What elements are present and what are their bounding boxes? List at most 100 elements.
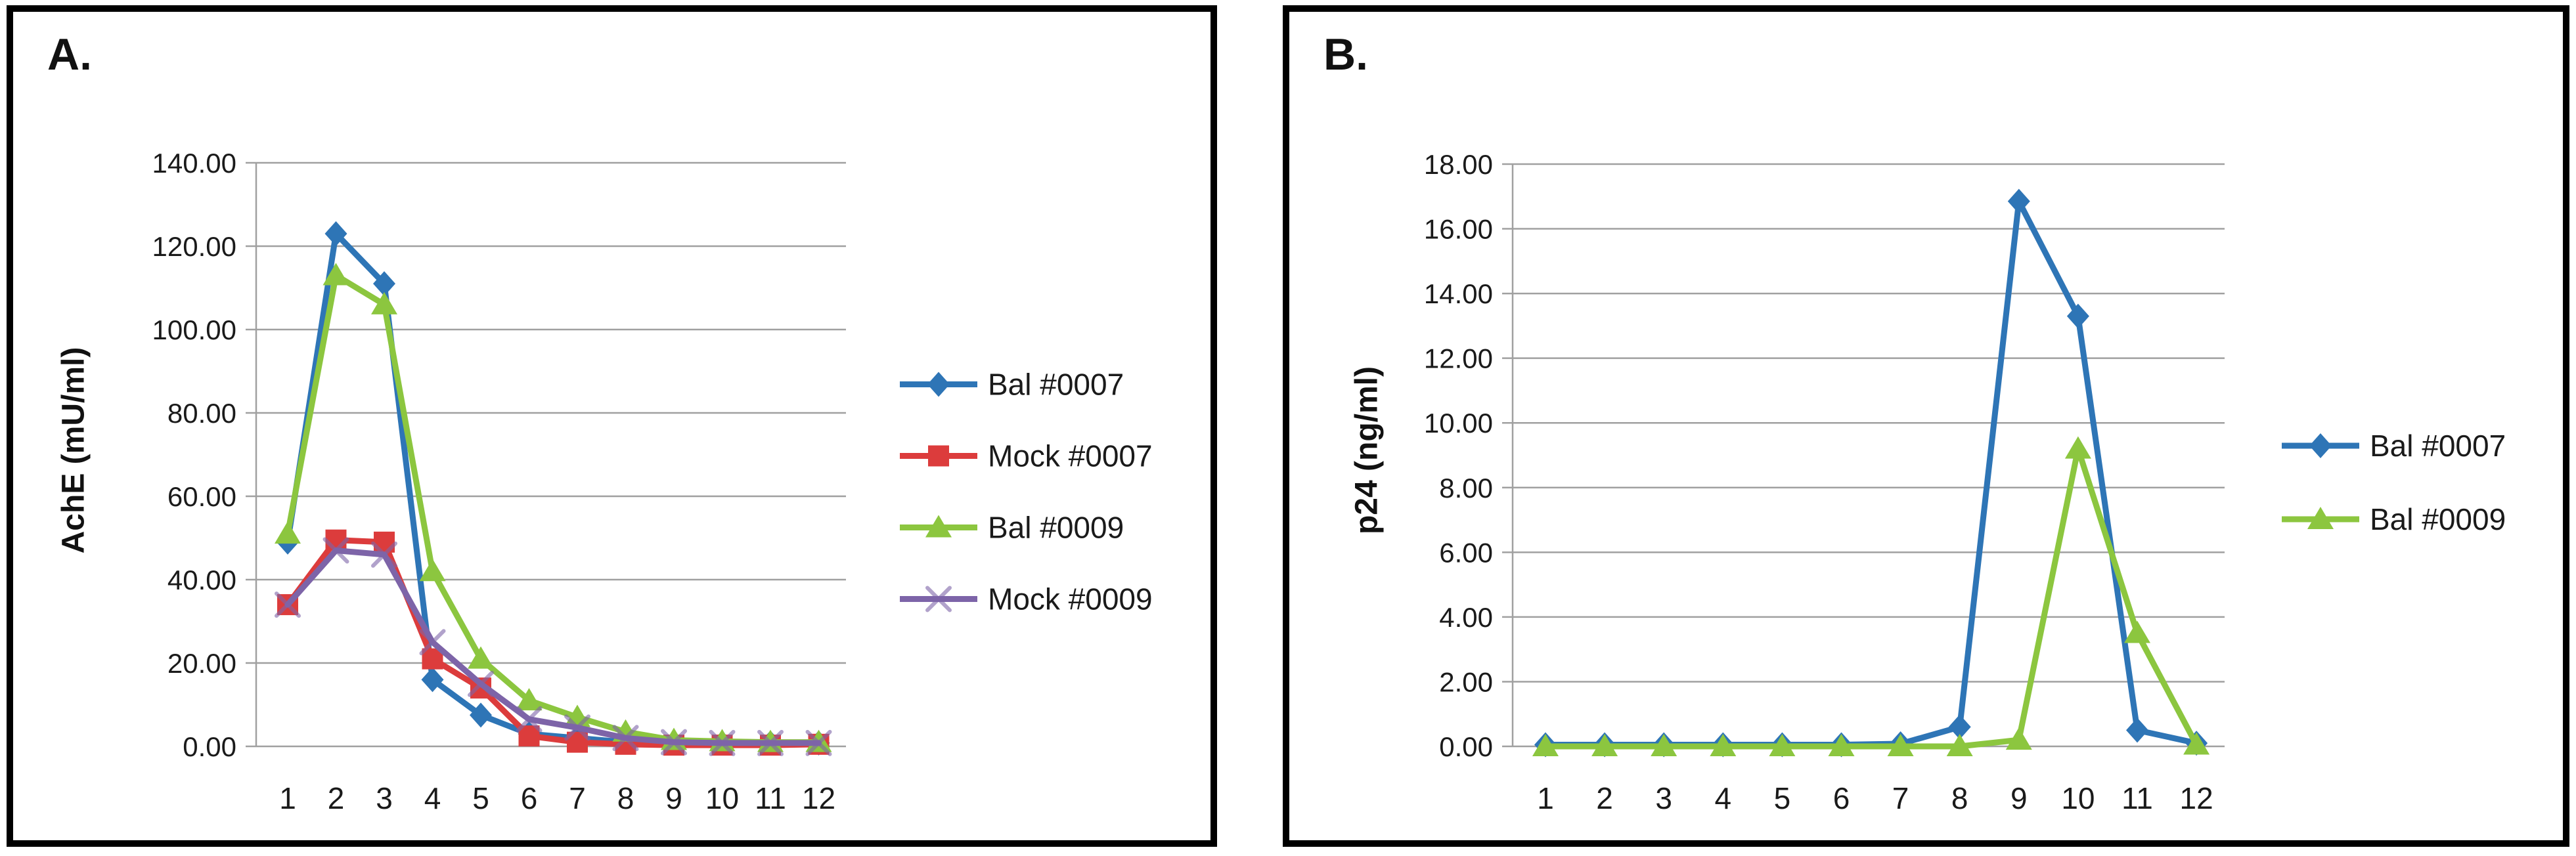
x-tick-label: 5 (1774, 781, 1791, 815)
y-tick-label: 0.00 (1439, 731, 1493, 762)
x-marker-icon (805, 729, 832, 756)
legend-label: Mock #0007 (988, 439, 1153, 473)
triangle-marker-icon (516, 688, 543, 711)
diamond-marker-icon (2007, 188, 2030, 214)
triangle-marker-icon (2005, 727, 2032, 750)
legend-item: Bal #0007 (900, 368, 1124, 402)
x-tick-label: 11 (2121, 781, 2153, 815)
series-bal-0007 (1534, 188, 2208, 758)
diamond-marker-icon (927, 372, 950, 397)
x-axis-tick-labels: 1 2 3 4 5 6 7 8 9 10 11 12 (1537, 781, 2213, 815)
legend-item: Mock #0009 (900, 582, 1153, 616)
series-mock-0009 (275, 537, 832, 756)
panel-b-label: B. (1323, 30, 1368, 79)
diamond-marker-icon (324, 221, 347, 246)
triangle-marker-icon (275, 521, 301, 544)
triangle-marker-icon (2124, 620, 2150, 643)
legend-label: Bal #0009 (2370, 502, 2506, 536)
legend-item: Bal #0007 (2282, 429, 2506, 463)
series-line (284, 547, 822, 746)
x-marker-icon (322, 537, 349, 564)
x-marker-icon (371, 541, 397, 568)
x-marker-icon (612, 725, 639, 752)
legend-label: Bal #0007 (2370, 429, 2506, 463)
y-tick-label: 120.00 (152, 231, 236, 262)
legend-label: Bal #0009 (988, 511, 1124, 545)
x-tick-label: 4 (1715, 781, 1732, 815)
y-tick-label: 10.00 (1424, 408, 1493, 439)
triangle-marker-icon (371, 291, 397, 314)
triangle-marker-icon (1710, 734, 1737, 756)
diamond-marker-icon (373, 271, 395, 297)
x-tick-label: 1 (1537, 781, 1554, 815)
y-tick-label: 6.00 (1439, 537, 1493, 568)
triangle-marker-icon (322, 263, 349, 286)
x-tick-label: 7 (569, 781, 586, 815)
x-marker-icon (275, 591, 301, 618)
panel-b: B. p24 (ng/ml) 0.00 2.00 4.00 6.00 8.00 10.00… (1283, 5, 2569, 847)
legend-label: Bal #0007 (988, 368, 1124, 402)
y-tick-label: 0.00 (183, 731, 236, 762)
series-line (284, 230, 822, 746)
x-marker-icon (564, 714, 590, 741)
y-tick-label: 18.00 (1424, 149, 1493, 180)
y-axis-tick-labels: 0.00 20.00 40.00 60.00 80.00 100.00 120.00 140.… (152, 148, 236, 762)
triangle-marker-icon (468, 646, 494, 669)
diamond-marker-icon (1948, 714, 1971, 740)
x-tick-label: 12 (2180, 781, 2213, 815)
y-axis-tick-labels: 0.00 2.00 4.00 6.00 8.00 10.00 12.00 14.00 16.00… (1424, 149, 1493, 762)
legend-item: Bal #0009 (2282, 502, 2506, 536)
diamond-marker-icon (2309, 433, 2332, 458)
x-tick-label: 7 (1892, 781, 1909, 815)
x-tick-label: 6 (521, 781, 538, 815)
line-chart-b: 0.00 2.00 4.00 6.00 8.00 10.00 12.00 14.00 16.00… (1424, 149, 2506, 815)
x-tick-label: 6 (1833, 781, 1850, 815)
x-tick-label: 1 (279, 781, 296, 815)
x-marker-icon (709, 729, 736, 756)
triangle-marker-icon (419, 559, 446, 582)
triangle-marker-icon (1946, 734, 1973, 756)
x-tick-label: 3 (1655, 781, 1672, 815)
legend-label: Mock #0009 (988, 582, 1153, 616)
y-tick-label: 4.00 (1439, 602, 1493, 633)
x-tick-label: 9 (665, 781, 682, 815)
triangle-marker-icon (1828, 734, 1855, 756)
x-marker-icon (661, 729, 687, 756)
y-tick-label: 80.00 (167, 398, 236, 429)
x-tick-label: 10 (705, 781, 739, 815)
y-tick-label: 2.00 (1439, 666, 1493, 697)
diamond-marker-icon (2066, 303, 2089, 329)
x-tick-label: 2 (328, 781, 345, 815)
panel-a: A. AchE (mU/ml) 0.00 20.00 40.00 60.00 80.00… (7, 5, 1217, 847)
series-bal-0009 (1532, 436, 2210, 756)
x-tick-label: 12 (802, 781, 835, 815)
y-tick-label: 40.00 (167, 565, 236, 595)
legend: Bal #0007 Mock #0007 Bal #0009 Mock #0009 (900, 368, 1153, 616)
gridlines (1502, 163, 2225, 748)
triangle-marker-icon (1591, 734, 1618, 756)
square-marker-icon (325, 529, 347, 551)
series-line (1542, 446, 2200, 750)
square-marker-icon (928, 445, 949, 467)
triangle-marker-icon (925, 515, 952, 538)
y-tick-label: 100.00 (152, 314, 236, 345)
triangle-marker-icon (2307, 507, 2334, 529)
y-tick-label: 8.00 (1439, 473, 1493, 503)
x-axis-tick-labels: 1 2 3 4 5 6 7 8 9 10 11 12 (279, 781, 835, 815)
triangle-marker-icon (2183, 732, 2210, 755)
triangle-marker-icon (1769, 734, 1796, 756)
x-marker-icon (468, 670, 494, 697)
series-line (284, 537, 822, 748)
triangle-marker-icon (1651, 734, 1677, 756)
y-tick-label: 60.00 (167, 481, 236, 512)
x-tick-label: 3 (376, 781, 393, 815)
legend: Bal #0007 Bal #0009 (2282, 429, 2506, 536)
series-line (1542, 198, 2200, 748)
x-tick-label: 9 (2010, 781, 2028, 815)
x-tick-label: 8 (617, 781, 634, 815)
x-tick-label: 11 (755, 781, 786, 815)
panel-a-label: A. (47, 30, 92, 79)
x-marker-icon (925, 586, 952, 612)
triangle-marker-icon (2064, 436, 2091, 459)
y-tick-label: 140.00 (152, 148, 236, 179)
